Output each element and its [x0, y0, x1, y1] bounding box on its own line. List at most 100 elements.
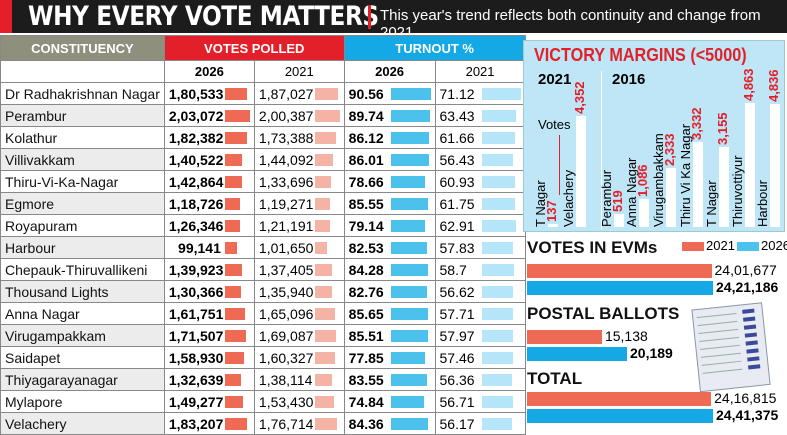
turnout-2026-bar: [390, 154, 429, 167]
votes-2021-cell: 1,87,027: [253, 82, 345, 105]
turnout-2021-bar: [481, 220, 517, 233]
votes-2021: 1,73,388: [258, 130, 314, 147]
turnout-2026: 89.74: [348, 108, 384, 125]
votes-2021-bar: [314, 286, 332, 299]
turnout-2021: 61.66: [439, 130, 475, 147]
turnout-2026: 82.76: [348, 284, 384, 301]
constituency-name: Dr Radhakrishnan Nagar: [5, 85, 160, 102]
chart-title: VICTORY MARGINS (<5000): [534, 45, 747, 65]
votes-2021: 1,21,191: [258, 218, 314, 235]
table-row: Egmore 1,18,726 1,19,271 85.55 61.75: [0, 192, 526, 215]
victory-margins-chart: VICTORY MARGINS (<5000) 2021 2016 Votes …: [523, 40, 785, 232]
votes-2026: 99,141: [178, 240, 221, 257]
bar-value-label: 2,333: [662, 132, 677, 166]
votes-2021-cell: 2,00,387: [253, 104, 345, 127]
turnout-2021-bar: [481, 352, 514, 365]
votes-2021-cell: 1,60,327: [253, 346, 345, 369]
turnout-2026-bar: [390, 242, 427, 255]
table-row: Chepauk-Thiruvallikeni 1,39,923 1,37,405 84…: [0, 258, 526, 281]
votes-2021-cell: 1,37,405: [253, 258, 345, 281]
constituency-name: Mylapore: [5, 393, 63, 410]
turnout-2026-bar: [390, 176, 426, 189]
votes-2021: 1,37,405: [258, 262, 314, 279]
table-row: Harbour 99,141 1,01,650 82.53 57.83: [0, 236, 526, 259]
bar-value-label: 24,16,815: [714, 390, 777, 406]
turnout-2026-cell: 79.14: [343, 214, 436, 237]
section-title: VOTES IN EVMs: [527, 238, 658, 257]
votes-2021-bar: [314, 352, 335, 365]
constituency-name-cell: Perambur: [0, 104, 165, 127]
votes-2021: 1,60,327: [258, 350, 314, 367]
votes-2021: 1,19,271: [258, 196, 314, 213]
constituency-name: Kolathur: [5, 129, 58, 146]
turnout-2026-cell: 77.85: [343, 346, 436, 369]
header-bar: WHY EVERY VOTE MATTERS This year's trend…: [0, 0, 787, 41]
margin-bar: [576, 116, 586, 227]
votes-2026-cell: 1,71,507: [163, 324, 255, 347]
constituency-name-cell: Mylapore: [0, 390, 165, 413]
bar-value-label: 24,41,375: [716, 407, 779, 423]
bar-value-label: 4,836: [766, 69, 781, 102]
margin-bar: [745, 103, 755, 227]
turnout-2026-bar: [390, 220, 426, 233]
votes-2026-cell: 1,32,639: [163, 368, 255, 391]
year-votes-2026: 2026: [163, 60, 255, 83]
votes-2026-bar: [224, 198, 240, 211]
turnout-2021: 62.91: [439, 218, 475, 235]
constituency-name-cell: Royapuram: [0, 214, 165, 237]
constituency-name-cell: Egmore: [0, 192, 165, 215]
constituency-name-cell: Velachery: [0, 412, 165, 435]
constituency-name: Thiru-Vi-Ka-Nagar: [5, 173, 119, 190]
turnout-2026: 74.84: [348, 394, 384, 411]
bar-name-label: T Nagar: [704, 180, 719, 227]
constituency-name-cell: Villivakkam: [0, 148, 165, 171]
turnout-2021-cell: 56.17: [434, 412, 526, 435]
votes-2021: 1,87,027: [258, 86, 314, 103]
votes-2021: 1,53,430: [258, 394, 314, 411]
turnout-2026: 85.65: [348, 306, 384, 323]
turnout-2026: 82.53: [348, 240, 384, 257]
bar-value-label: 20,189: [630, 345, 673, 361]
turnout-2021-cell: 57.97: [434, 324, 526, 347]
section-title: POSTAL BALLOTS: [527, 304, 680, 323]
turnout-2021-bar: [481, 88, 521, 101]
year-votes-2021: 2021: [253, 60, 345, 83]
votes-2026-bar: [224, 396, 244, 409]
votes-2021-bar: [314, 396, 334, 409]
bar-2026: [527, 409, 713, 423]
turnout-2026-cell: 90.56: [343, 82, 436, 105]
turnout-2021-cell: 56.43: [434, 148, 526, 171]
turnout-2021: 56.36: [439, 372, 475, 389]
votes-2021: 1,65,096: [258, 306, 314, 323]
votes-2021-bar: [314, 418, 337, 431]
col-constituency: CONSTITUENCY: [0, 35, 165, 61]
votes-2026: 1,40,522: [168, 152, 224, 169]
votes-2021-cell: 1,53,430: [253, 390, 345, 413]
turnout-2021-cell: 61.75: [434, 192, 526, 215]
turnout-2026: 85.55: [348, 196, 384, 213]
votes-2021: 1,69,087: [258, 328, 314, 345]
bar-name-label: Thiruvottiyur: [730, 155, 745, 227]
constituency-name-cell: Anna Nagar: [0, 302, 165, 325]
turnout-2026-bar: [390, 352, 425, 365]
turnout-2026-cell: 83.55: [343, 368, 436, 391]
votes-2021-bar: [314, 88, 338, 101]
votes-2026-cell: 99,141: [163, 236, 255, 259]
table-row: Villivakkam 1,40,522 1,44,092 86.01 56.43: [0, 148, 526, 171]
bar-2021: [527, 330, 602, 344]
table-row: Thiru-Vi-Ka-Nagar 1,42,864 1,33,696 78.66 60…: [0, 170, 526, 193]
label-leader-line: [559, 135, 560, 195]
turnout-2021-cell: 56.71: [434, 390, 526, 413]
turnout-2026: 85.51: [348, 328, 384, 345]
votes-2021: 1,44,092: [258, 152, 314, 169]
bar-value-label: 4,352: [572, 81, 587, 115]
constituency-name: Anna Nagar: [5, 305, 80, 322]
turnout-2026: 84.28: [348, 262, 384, 279]
constituency-name: Saidapet: [5, 349, 61, 366]
turnout-2026-bar: [390, 110, 431, 123]
legend-swatch-2021: [682, 242, 704, 251]
margin-bar: [548, 223, 558, 227]
votes-2021-bar: [314, 374, 332, 387]
turnout-2021-bar: [481, 308, 514, 321]
legend-label-2026: 2026: [761, 238, 787, 253]
